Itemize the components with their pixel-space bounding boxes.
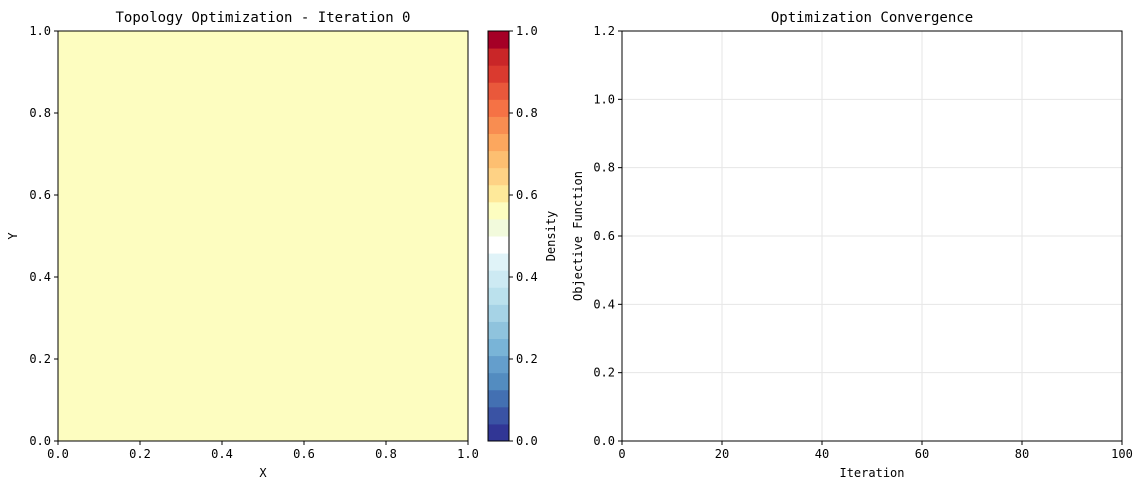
colorbar-tick-label: 0.0	[516, 434, 538, 448]
colorbar-frame	[487, 30, 510, 442]
colorbar-band	[488, 253, 509, 271]
convergence-x-axis: 0 20 40 60 80 100	[618, 441, 1133, 461]
y-tick-label: 0.8	[29, 106, 51, 120]
x-tick-label: 1.0	[457, 447, 479, 461]
colorbar-label: Density	[544, 211, 558, 262]
y-tick-label: 1.0	[29, 24, 51, 38]
colorbar-band	[488, 201, 509, 220]
colorbar-tick-label: 0.4	[516, 270, 538, 284]
colorbar-band	[488, 184, 509, 203]
y-tick-label: 0.6	[29, 188, 51, 202]
colorbar-tick-label: 0.6	[516, 188, 538, 202]
colorbar-band	[488, 355, 509, 374]
colorbar-band	[488, 82, 509, 100]
colorbar-band	[488, 423, 509, 442]
colorbar-band	[488, 116, 509, 134]
x-tick-label: 40	[815, 447, 829, 461]
colorbar-band	[488, 48, 509, 66]
x-tick-label: 0.4	[211, 447, 233, 461]
colorbar: 0.0 0.2 0.4 0.6 0.8 1.0 Density	[487, 24, 558, 448]
y-tick-label: 1.0	[593, 92, 615, 106]
x-tick-label: 0.6	[293, 447, 315, 461]
convergence-x-label: Iteration	[839, 466, 904, 480]
y-tick-label: 0.2	[29, 352, 51, 366]
convergence-y-axis: 0.0 0.2 0.4 0.6 0.8 1.0 1.2	[593, 24, 622, 448]
x-tick-label: 0.2	[129, 447, 151, 461]
density-plot: Topology Optimization - Iteration 0 0.0 0…	[6, 10, 479, 480]
y-tick-label: 0.0	[593, 434, 615, 448]
convergence-y-label: Objective Function	[571, 171, 585, 301]
convergence-plot-title: Optimization Convergence	[771, 10, 973, 26]
colorbar-band	[488, 372, 509, 391]
y-tick-label: 0.0	[29, 434, 51, 448]
y-tick-label: 1.2	[593, 24, 615, 38]
x-tick-label: 80	[1015, 447, 1029, 461]
density-field	[58, 31, 468, 441]
colorbar-band	[488, 99, 509, 117]
colorbar-band	[488, 304, 509, 322]
x-tick-label: 100	[1111, 447, 1133, 461]
density-plot-title: Topology Optimization - Iteration 0	[115, 10, 410, 26]
colorbar-tick-label: 0.8	[516, 106, 538, 120]
density-y-axis: 0.0 0.2 0.4 0.6 0.8 1.0	[29, 24, 58, 448]
x-tick-label: 60	[915, 447, 929, 461]
colorbar-band	[488, 133, 509, 152]
y-tick-label: 0.8	[593, 161, 615, 175]
convergence-plot: Optimization Convergence 0 20 40 60 80 100 0.…	[571, 10, 1133, 480]
colorbar-band	[488, 270, 509, 288]
y-tick-label: 0.4	[593, 297, 615, 311]
y-tick-label: 0.2	[593, 366, 615, 380]
colorbar-band	[488, 338, 509, 357]
density-plot-frame	[57, 30, 469, 442]
x-tick-label: 0.8	[375, 447, 397, 461]
colorbar-band	[488, 287, 509, 305]
colorbar-band	[488, 406, 509, 425]
x-tick-label: 0.0	[47, 447, 69, 461]
x-tick-label: 20	[715, 447, 729, 461]
colorbar-band	[488, 150, 509, 169]
y-tick-label: 0.4	[29, 270, 51, 284]
colorbar-band	[488, 31, 509, 49]
convergence-grid	[621, 30, 1123, 442]
density-x-label: X	[259, 466, 267, 480]
colorbar-bands	[488, 31, 509, 442]
density-x-axis: 0.0 0.2 0.4 0.6 0.8 1.0	[47, 441, 479, 461]
colorbar-band	[488, 65, 509, 83]
colorbar-tick-label: 1.0	[516, 24, 538, 38]
colorbar-band	[488, 218, 509, 237]
x-tick-label: 0	[618, 447, 625, 461]
colorbar-band	[488, 389, 509, 408]
colorbar-band	[488, 321, 509, 339]
colorbar-band	[488, 236, 509, 254]
colorbar-axis: 0.0 0.2 0.4 0.6 0.8 1.0	[509, 24, 538, 448]
colorbar-band	[488, 167, 509, 186]
colorbar-tick-label: 0.2	[516, 352, 538, 366]
density-y-label: Y	[6, 232, 20, 240]
y-tick-label: 0.6	[593, 229, 615, 243]
